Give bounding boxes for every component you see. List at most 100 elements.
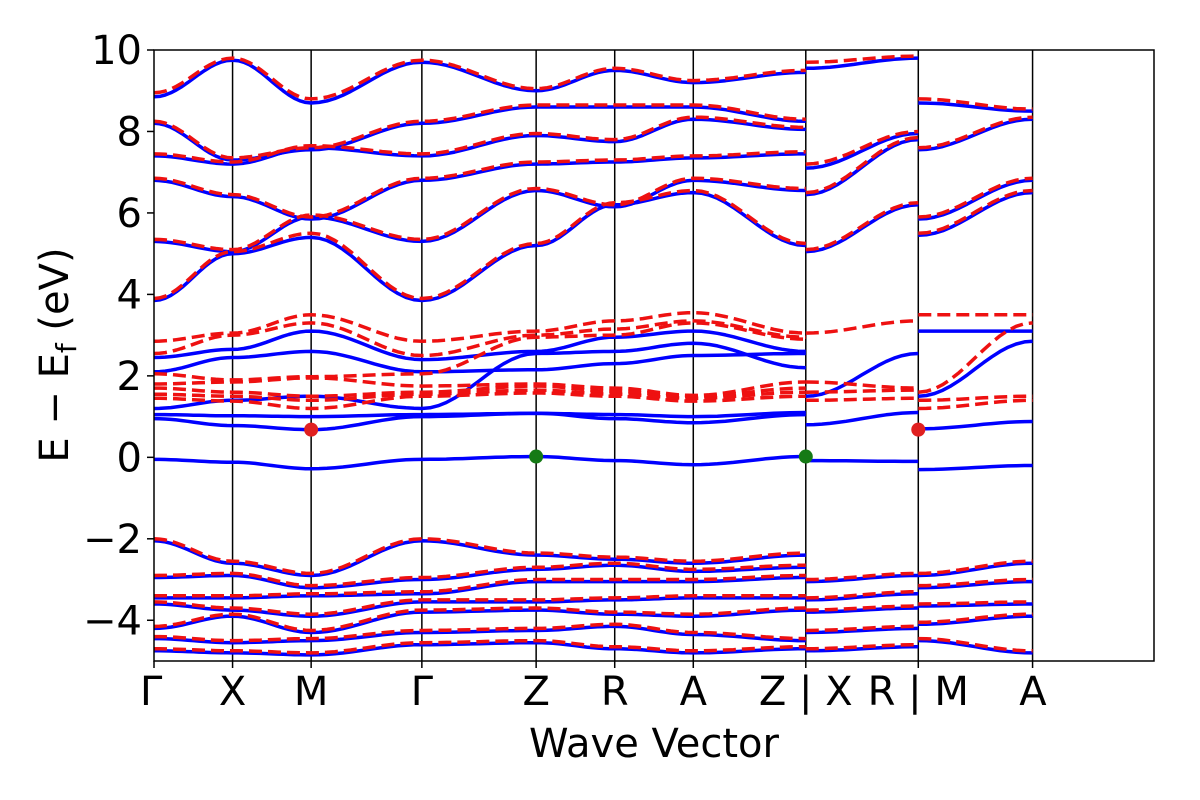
dashed-band-line: [154, 622, 806, 643]
solid-band-line: [805, 573, 919, 584]
solid-band-line: [154, 349, 806, 374]
dashed-band-line: [805, 201, 919, 252]
solid-band-line: [918, 614, 1033, 627]
solid-band-line: [918, 339, 1033, 398]
y-tick-label: 10: [91, 28, 142, 74]
dashed-band-line: [918, 398, 1033, 411]
solid-band-line: [918, 463, 1033, 472]
dashed-band-line: [154, 573, 806, 598]
dashed-band-line: [918, 115, 1033, 150]
dashed-band-line: [154, 103, 806, 160]
solid-band-line: [805, 351, 919, 398]
dashed-band-line: [805, 129, 919, 166]
dashed-band-line: [154, 388, 806, 403]
dashed-band-line: [918, 636, 1033, 653]
x-tick-label: Γ: [140, 669, 163, 715]
solid-band-line: [918, 602, 1033, 608]
solid-band-line: [154, 640, 806, 657]
dashed-band-line: [918, 612, 1033, 625]
dashed-band-line: [154, 606, 806, 633]
valence-band-maximum-marker: [798, 449, 813, 464]
dashed-band-line: [918, 577, 1033, 588]
y-axis-title-unit: (eV): [32, 247, 78, 343]
dashed-band-line: [154, 561, 806, 588]
solid-band-line: [805, 626, 919, 635]
solid-band-line: [154, 58, 806, 105]
dashed-band-line: [154, 391, 806, 411]
solid-band-line: [805, 410, 919, 427]
y-tick-label: 2: [117, 354, 142, 400]
y-axis-title: E − Ef (eV): [32, 247, 83, 462]
dashed-band-line: [154, 188, 806, 301]
solid-band-line: [154, 539, 806, 578]
solid-band-line: [154, 454, 806, 471]
x-tick-label: A: [1019, 669, 1047, 715]
y-axis-title-sub: f: [50, 342, 83, 353]
dashed-band-line: [918, 97, 1033, 111]
solid-band-line: [805, 458, 919, 464]
dashed-band-line: [918, 176, 1033, 219]
x-tick-label: R | M: [868, 669, 969, 715]
x-tick-label: M: [294, 669, 329, 715]
dashed-band-line: [154, 176, 806, 252]
plot-frame: [153, 49, 1155, 662]
solid-band-line: [805, 592, 919, 602]
solid-band-line: [918, 178, 1033, 221]
solid-band-line: [918, 419, 1033, 431]
x-tick-label: Γ: [411, 669, 434, 715]
solid-band-line: [154, 152, 806, 221]
solid-band-line: [154, 410, 806, 419]
x-tick-label: R: [601, 669, 629, 715]
solid-band-line: [805, 606, 919, 614]
dashed-band-line: [154, 319, 806, 358]
x-tick-label: A: [680, 669, 708, 715]
solid-band-line: [154, 563, 806, 590]
dashed-band-line: [805, 135, 919, 195]
conduction-band-minimum-marker: [304, 422, 319, 437]
dashed-band-line: [154, 310, 806, 343]
solid-band-series: [154, 56, 1033, 657]
solid-band-line: [154, 117, 806, 166]
solid-band-line: [805, 131, 919, 170]
solid-band-line: [154, 624, 806, 645]
dashed-band-line: [154, 321, 806, 382]
dashed-band-line: [154, 376, 806, 398]
dashed-band-line: [154, 384, 806, 398]
y-tick-label: 8: [117, 109, 142, 155]
solid-band-line: [918, 101, 1033, 113]
y-tick-label: 6: [117, 191, 142, 237]
solid-band-line: [154, 575, 806, 600]
x-tick-label: Z | X: [759, 669, 853, 715]
dashed-band-line: [918, 559, 1033, 576]
conduction-band-minimum-marker: [911, 422, 926, 437]
dashed-band-line: [154, 594, 806, 616]
solid-band-line: [918, 190, 1033, 238]
solid-band-line: [154, 105, 806, 162]
y-axis-title-main: E − E: [32, 353, 78, 463]
dashed-band-series: [154, 54, 1033, 655]
dashed-band-line: [154, 537, 806, 576]
dashed-band-line: [918, 188, 1033, 236]
dashed-band-line: [918, 321, 1033, 394]
extrema-markers: [304, 422, 926, 464]
x-tick-label: X: [219, 669, 246, 715]
valence-band-maximum-marker: [529, 449, 544, 464]
y-tick-label: 4: [117, 272, 142, 318]
dashed-band-line: [918, 394, 1033, 403]
x-axis-title: Wave Vector: [529, 721, 780, 767]
solid-band-line: [918, 579, 1033, 590]
dashed-band-line: [918, 600, 1033, 606]
dashed-band-line: [154, 150, 806, 219]
solid-band-line: [154, 341, 806, 411]
solid-band-line: [918, 561, 1033, 578]
dashed-band-line: [154, 56, 806, 101]
y-tick-label: 0: [117, 435, 142, 481]
band-lines: [154, 54, 1033, 657]
solid-band-line: [805, 644, 919, 653]
x-axis-ticks: Γ X M Γ Z R A Z | X R | M A: [140, 661, 1047, 715]
solid-band-line: [918, 638, 1033, 655]
solid-band-line: [918, 117, 1033, 152]
y-axis-ticks: 10 8 6 4 2 0 −2 −4: [83, 28, 154, 644]
y-tick-label: −2: [83, 517, 142, 563]
solid-band-line: [154, 596, 806, 618]
